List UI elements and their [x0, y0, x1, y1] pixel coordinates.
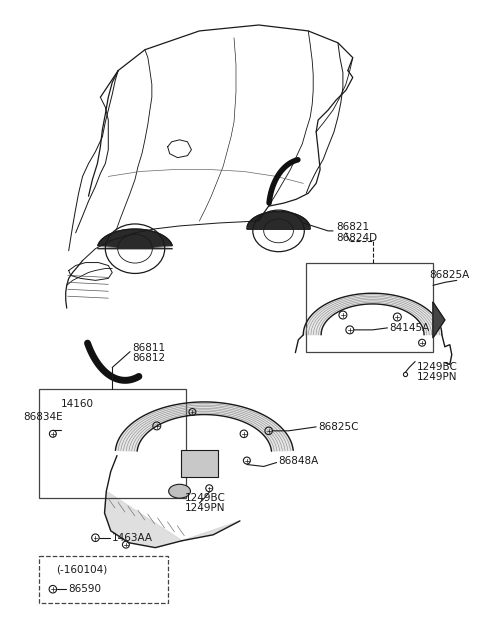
Polygon shape [247, 212, 310, 229]
Text: 86825A: 86825A [429, 271, 469, 280]
Text: 84145A: 84145A [389, 323, 430, 333]
Polygon shape [105, 491, 240, 548]
Text: 1249PN: 1249PN [417, 372, 457, 382]
Text: 86811: 86811 [132, 343, 165, 353]
Text: 1463AA: 1463AA [112, 533, 153, 543]
Text: 86821: 86821 [336, 222, 369, 232]
FancyBboxPatch shape [180, 450, 218, 477]
Text: 1249BC: 1249BC [417, 363, 458, 373]
Text: 86812: 86812 [132, 353, 165, 363]
Polygon shape [97, 229, 173, 249]
Text: (-160104): (-160104) [56, 564, 107, 574]
Polygon shape [115, 402, 293, 451]
Polygon shape [303, 294, 442, 335]
Text: 86825C: 86825C [318, 422, 359, 432]
Text: 86834E: 86834E [23, 412, 63, 422]
Text: 86590: 86590 [69, 584, 102, 594]
Text: 1249PN: 1249PN [184, 503, 225, 513]
Text: 86824D: 86824D [336, 233, 377, 243]
Polygon shape [433, 302, 445, 338]
Text: 14160: 14160 [61, 399, 94, 409]
Ellipse shape [168, 484, 191, 498]
Text: 86848A: 86848A [278, 456, 319, 465]
Text: 1249BC: 1249BC [184, 493, 226, 503]
